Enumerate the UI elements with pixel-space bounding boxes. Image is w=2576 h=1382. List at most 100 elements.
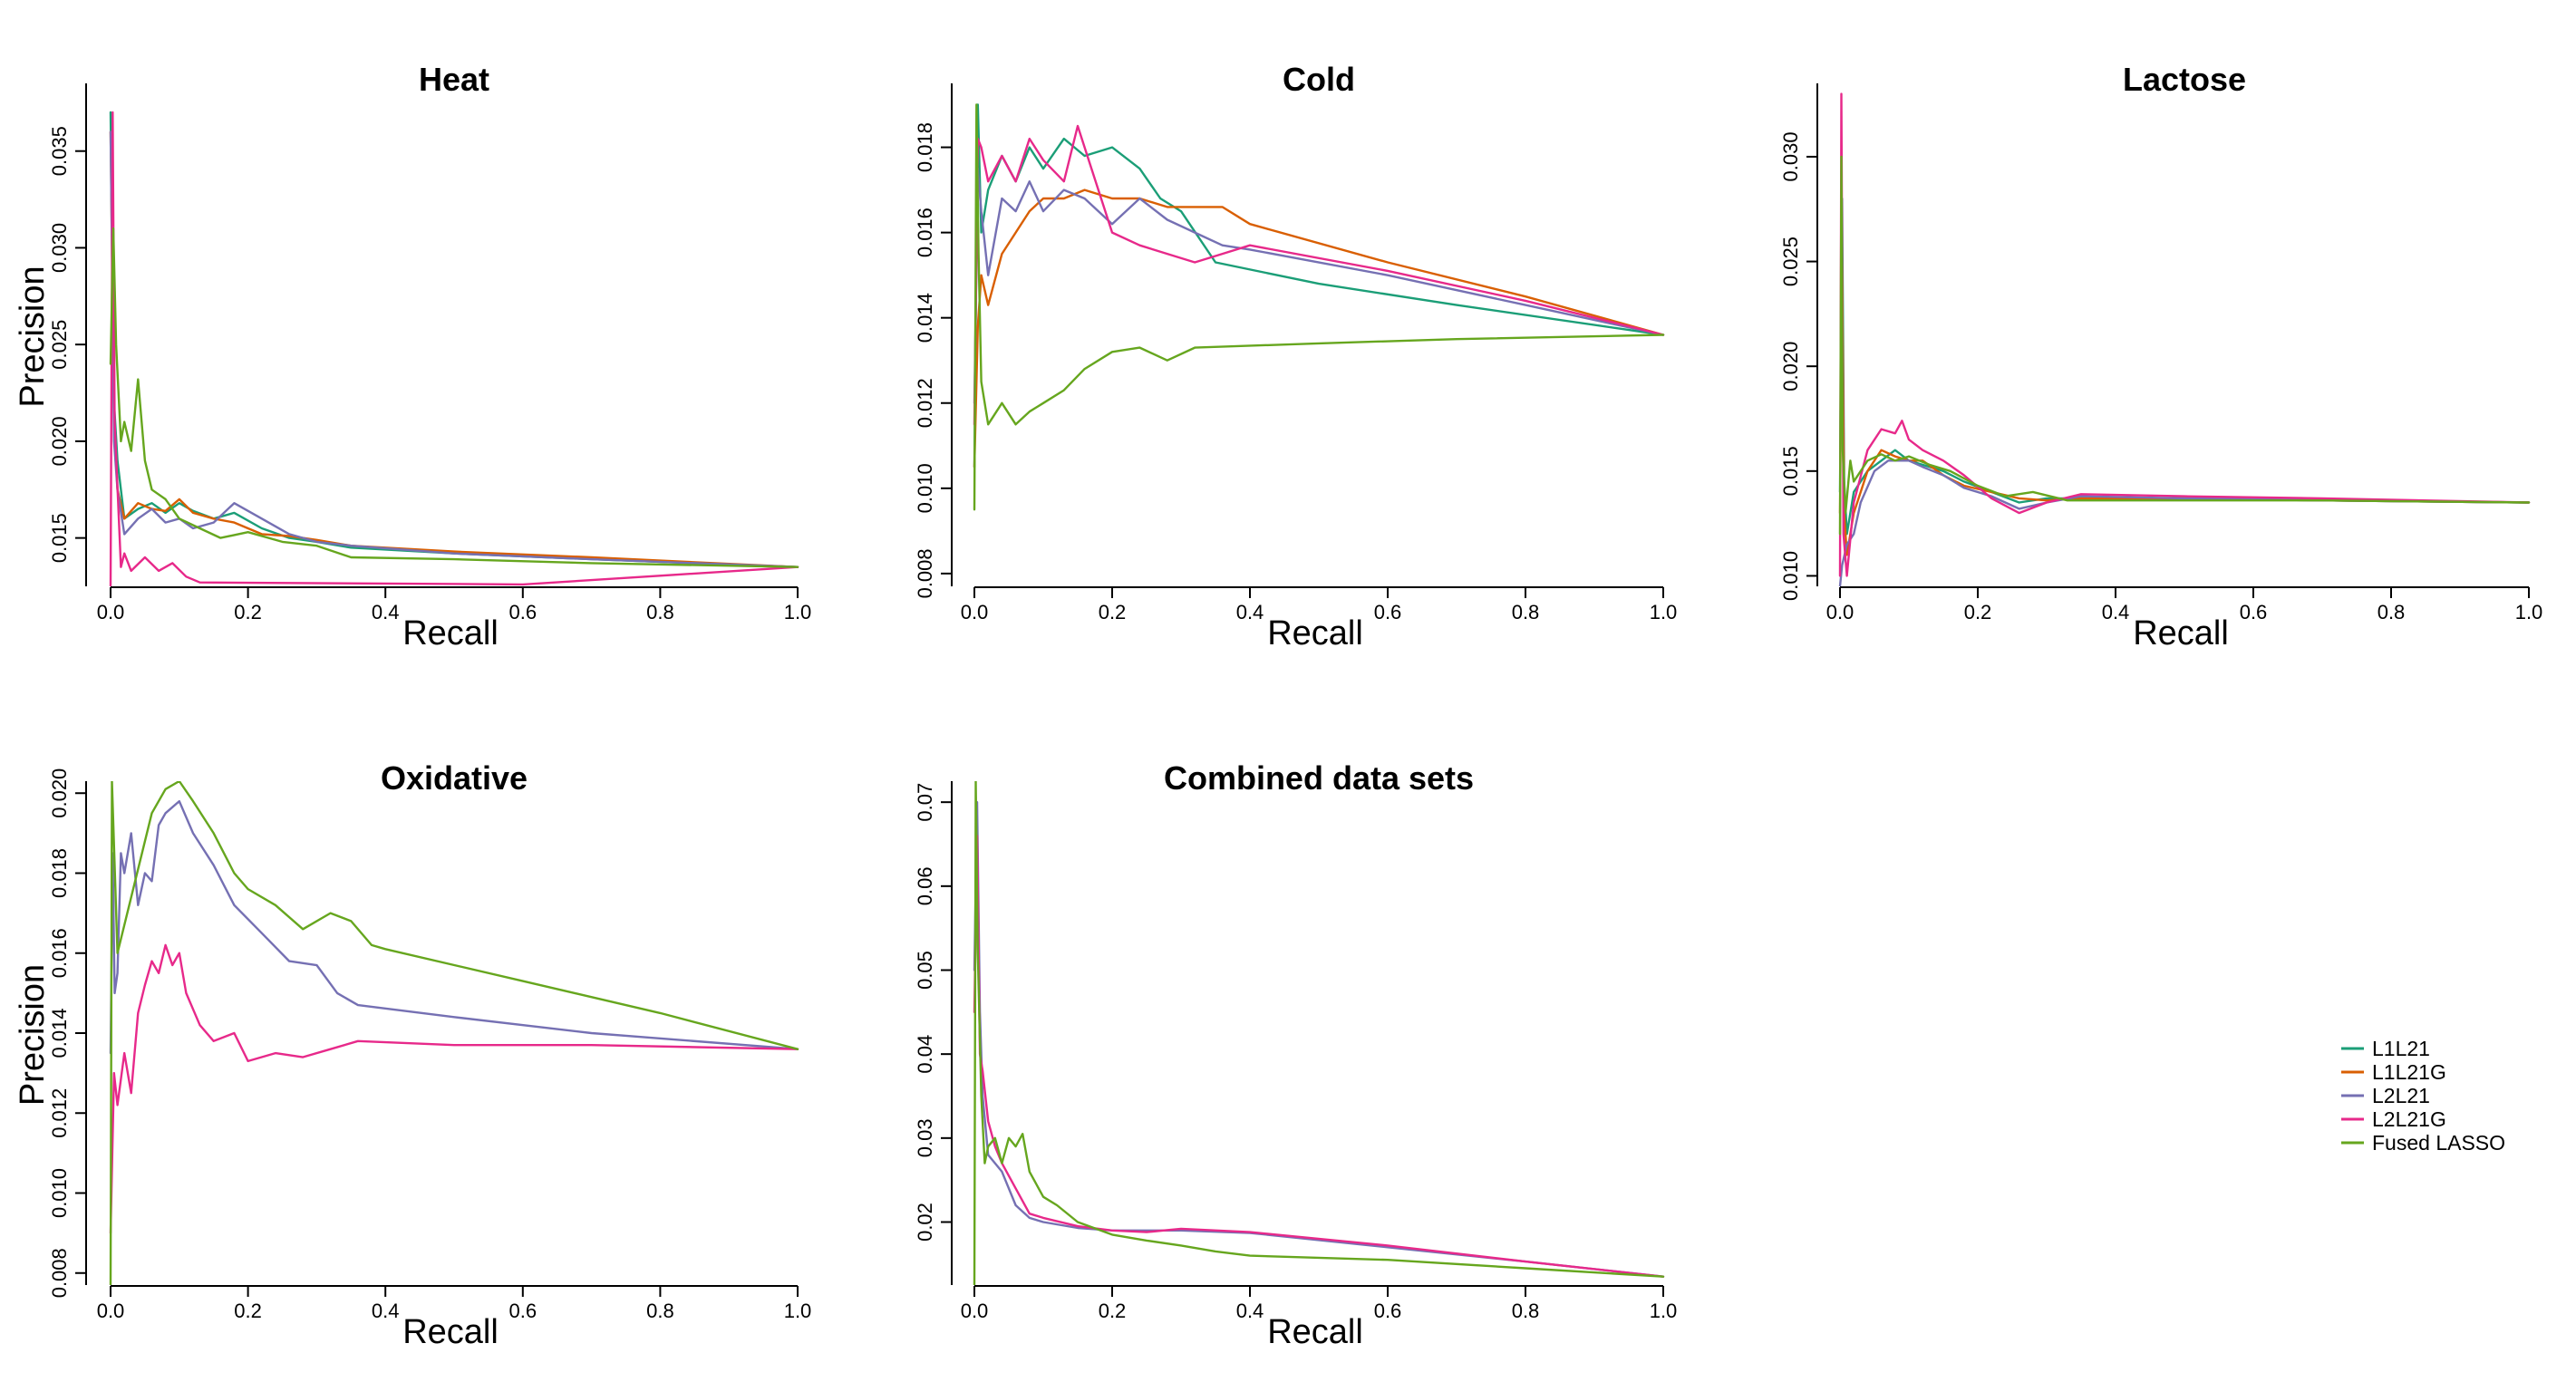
- y-tick-label: 0.025: [48, 320, 71, 370]
- x-tick-label: 0.0: [961, 1300, 989, 1322]
- x-tick-label: 0.6: [2240, 601, 2268, 623]
- y-tick-label: 0.06: [914, 866, 936, 905]
- y-tick-label: 0.018: [914, 122, 936, 172]
- legend-label: L1L21G: [2372, 1060, 2446, 1084]
- x-tick-label: 0.4: [1236, 601, 1264, 623]
- series-group: [973, 103, 1665, 511]
- x-tick-label: 0.4: [372, 601, 400, 623]
- y-tick-label: 0.016: [48, 928, 71, 978]
- y-tick-label: 0.025: [1779, 237, 1802, 286]
- x-tick-label: 0.8: [646, 1300, 674, 1322]
- y-tick-label: 0.020: [48, 416, 71, 466]
- x-tick-label: 0.6: [1374, 1300, 1402, 1322]
- x-tick-label: 0.2: [1964, 601, 1992, 623]
- series-line-l2l21: [109, 130, 799, 568]
- x-tick-label: 0.2: [234, 1300, 262, 1322]
- series-line-l2l21: [973, 167, 1665, 404]
- y-axis-title: Precision: [14, 964, 52, 1106]
- y-tick-label: 0.035: [48, 126, 71, 176]
- y-tick-label: 0.012: [914, 378, 936, 428]
- x-axis-title: Recall: [402, 1313, 499, 1351]
- series-line-l1l21g: [973, 188, 1665, 469]
- panel-1: Cold 0.0 0.2 0.4 0.6 0.8 1.0 0.008 0.010 0.012 0.0…: [914, 61, 1677, 652]
- y-tick-label: 0.015: [1779, 446, 1802, 496]
- x-axis-title: Recall: [1267, 614, 1363, 652]
- series-line-l2l21g: [973, 124, 1665, 426]
- x-tick-label: 0.0: [961, 601, 989, 623]
- y-tick-label: 0.07: [914, 783, 936, 822]
- x-tick-label: 0.6: [509, 1300, 537, 1322]
- series-line-fused-lasso: [109, 781, 799, 1285]
- legend-label: Fused LASSO: [2372, 1131, 2505, 1155]
- legend-label: L2L21: [2372, 1084, 2430, 1107]
- series-line-l2l21: [1838, 459, 2531, 586]
- x-tick-label: 0.4: [372, 1300, 400, 1322]
- x-tick-label: 0.0: [97, 601, 125, 623]
- panel-title: Oxidative: [381, 759, 528, 797]
- y-axis-title: Precision: [14, 266, 52, 407]
- series-line-l1l21g: [109, 130, 799, 568]
- y-tick-label: 0.05: [914, 951, 936, 990]
- y-tick-label: 0.020: [1779, 342, 1802, 391]
- x-tick-label: 0.8: [1512, 1300, 1540, 1322]
- panel-0: Heat 0.0 0.2 0.4 0.6 0.8 1.0 0.015 0.020 0.025 0.0…: [14, 61, 811, 652]
- y-tick-label: 0.010: [1779, 551, 1802, 601]
- panel-4: Combined data sets 0.0 0.2 0.4 0.6 0.8 1.0 0.02…: [914, 759, 1677, 1351]
- series-line-l2l21g: [109, 111, 799, 586]
- y-tick-label: 0.010: [914, 463, 936, 513]
- x-tick-label: 0.2: [1099, 601, 1127, 623]
- x-tick-label: 0.8: [1512, 601, 1540, 623]
- x-tick-label: 0.4: [2102, 601, 2130, 623]
- series-group: [109, 781, 799, 1285]
- x-tick-label: 1.0: [1650, 1300, 1678, 1322]
- y-tick-label: 0.015: [48, 513, 71, 563]
- x-tick-label: 1.0: [784, 1300, 812, 1322]
- series-line-fused-lasso: [973, 781, 1665, 1285]
- x-tick-label: 0.0: [1826, 601, 1855, 623]
- panel-title: Heat: [419, 61, 489, 98]
- panel-3: Oxidative 0.0 0.2 0.4 0.6 0.8 1.0 0.008 0.010 0.0…: [14, 759, 811, 1351]
- y-tick-label: 0.03: [914, 1118, 936, 1157]
- x-tick-label: 0.8: [2377, 601, 2406, 623]
- series-line-l1l21g: [1838, 260, 2531, 556]
- y-tick-label: 0.030: [1779, 131, 1802, 181]
- panel-title: Combined data sets: [1164, 759, 1474, 797]
- x-tick-label: 0.2: [1099, 1300, 1127, 1322]
- y-tick-label: 0.030: [48, 223, 71, 273]
- series-line-l2l21: [109, 799, 799, 1055]
- y-tick-label: 0.016: [914, 208, 936, 257]
- series-line-fused-lasso: [109, 227, 799, 568]
- legend-label: L1L21: [2372, 1037, 2430, 1060]
- y-tick-label: 0.008: [914, 548, 936, 598]
- x-axis-title: Recall: [1267, 1313, 1363, 1351]
- series-line-l2l21g: [1838, 92, 2531, 577]
- x-tick-label: 1.0: [784, 601, 812, 623]
- x-tick-label: 0.6: [1374, 601, 1402, 623]
- y-tick-label: 0.014: [48, 1008, 71, 1058]
- panel-title: Cold: [1283, 61, 1355, 98]
- series-line-l2l21g: [973, 835, 1665, 1278]
- x-tick-label: 0.6: [509, 601, 537, 623]
- y-tick-label: 0.014: [914, 293, 936, 343]
- x-tick-label: 1.0: [2515, 601, 2543, 623]
- y-tick-label: 0.04: [914, 1035, 936, 1074]
- y-tick-label: 0.008: [48, 1248, 71, 1298]
- x-axis-title: Recall: [2133, 614, 2229, 652]
- series-group: [1838, 92, 2531, 586]
- y-tick-label: 0.012: [48, 1088, 71, 1138]
- panel-title: Lactose: [2123, 61, 2246, 98]
- x-tick-label: 0.4: [1236, 1300, 1264, 1322]
- series-line-fused-lasso: [1838, 155, 2531, 536]
- series-line-fused-lasso: [973, 103, 1665, 511]
- panel-2: Lactose 0.0 0.2 0.4 0.6 0.8 1.0 0.010 0.015 0.020…: [1779, 61, 2542, 652]
- series-line-l1l21: [973, 103, 1665, 469]
- y-tick-label: 0.02: [914, 1203, 936, 1242]
- series-line-l2l21g: [109, 943, 799, 1234]
- series-group: [109, 111, 799, 586]
- legend-label: L2L21G: [2372, 1107, 2446, 1131]
- x-tick-label: 1.0: [1650, 601, 1678, 623]
- x-tick-label: 0.0: [97, 1300, 125, 1322]
- series-group: [973, 781, 1665, 1285]
